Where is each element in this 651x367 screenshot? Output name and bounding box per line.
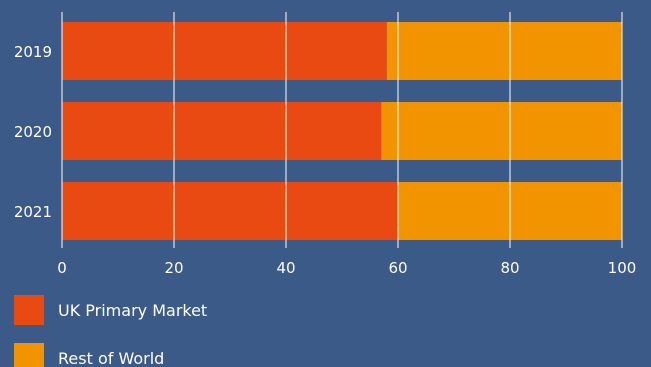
stacked-bar-chart: 2019 2020 2021 0 20 40 60 80 100 <box>14 12 636 277</box>
x-tick-label-80: 80 <box>500 259 519 277</box>
y-tick-label-2021: 2021 <box>14 203 52 221</box>
x-tick-label-0: 0 <box>57 259 67 277</box>
bar-rest-of-world-2020 <box>381 102 622 160</box>
legend-label-rest-of-world: Rest of World <box>58 348 165 367</box>
bar-rest-of-world-2019 <box>386 22 622 80</box>
legend-label-uk-primary-market: UK Primary Market <box>58 300 208 320</box>
legend-swatch-rest-of-world <box>14 343 44 367</box>
grid-layer <box>61 12 623 248</box>
y-tick-label-2019: 2019 <box>14 43 52 61</box>
x-tick-label-100: 100 <box>608 259 637 277</box>
bars-layer <box>62 22 622 240</box>
x-tick-label-60: 60 <box>388 259 407 277</box>
y-axis-labels: 2019 2020 2021 <box>14 43 52 221</box>
x-axis-tick-labels: 0 20 40 60 80 100 <box>57 259 636 277</box>
bar-uk-primary-market-2020 <box>62 102 382 160</box>
legend-item-rest-of-world: Rest of World <box>14 343 164 367</box>
legend-item-uk-primary-market: UK Primary Market <box>14 295 207 325</box>
bar-uk-primary-market-2019 <box>62 22 387 80</box>
legend-swatch-uk-primary-market <box>14 295 44 325</box>
bar-uk-primary-market-2021 <box>62 182 398 240</box>
y-tick-label-2020: 2020 <box>14 123 52 141</box>
x-tick-label-40: 40 <box>276 259 295 277</box>
x-tick-label-20: 20 <box>164 259 183 277</box>
